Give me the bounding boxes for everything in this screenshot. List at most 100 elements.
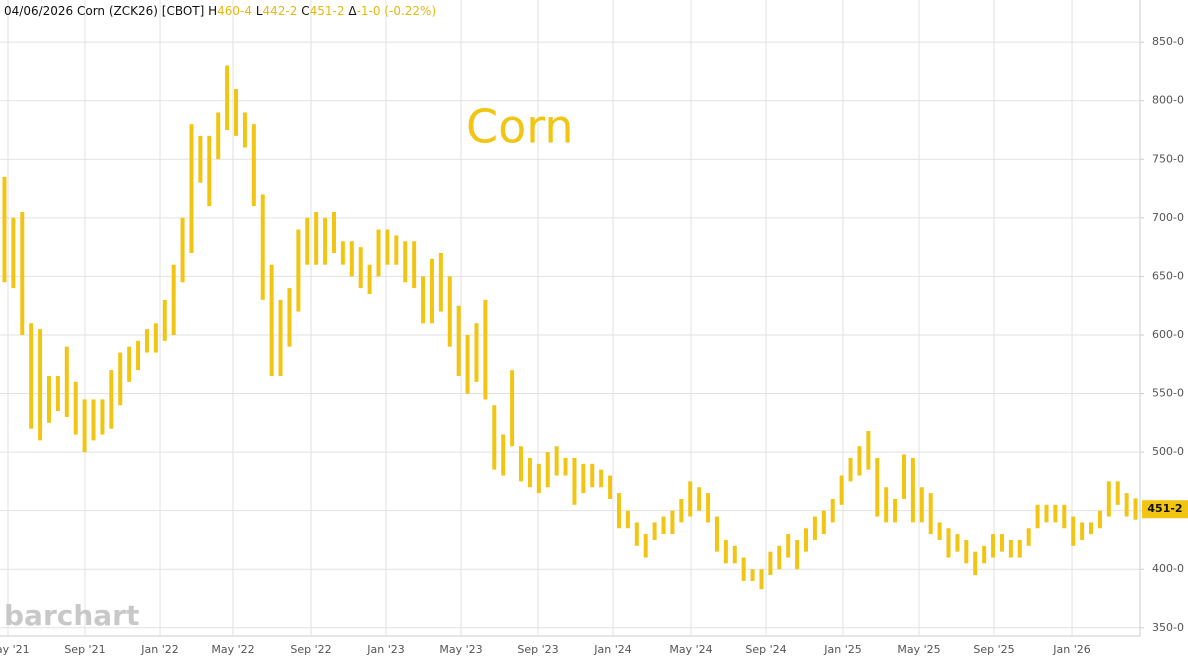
- y-tick-label: 750-0: [1152, 152, 1184, 165]
- price-bar: [118, 352, 123, 406]
- x-tick-label: May '23: [439, 643, 482, 656]
- price-bar: [144, 329, 149, 353]
- y-tick-label: 850-0: [1152, 35, 1184, 48]
- price-bar: [260, 194, 265, 300]
- price-bar: [483, 299, 488, 400]
- price-bar: [474, 323, 479, 382]
- price-bar: [456, 305, 461, 376]
- price-bar: [991, 534, 996, 558]
- x-tick-label: Sep '22: [290, 643, 331, 656]
- price-bar: [857, 446, 862, 476]
- price-bar: [73, 381, 78, 435]
- price-bar: [590, 463, 595, 488]
- price-bar: [946, 528, 951, 558]
- close-prefix: C: [301, 4, 309, 18]
- price-bar: [563, 457, 568, 476]
- last-price-box: [1142, 500, 1188, 519]
- price-bar: [875, 457, 880, 517]
- price-bar: [394, 235, 399, 265]
- price-bar: [714, 516, 719, 552]
- price-bar: [180, 217, 185, 283]
- price-bar: [973, 551, 978, 576]
- price-bar: [1089, 522, 1094, 535]
- price-bar: [331, 212, 336, 253]
- price-bar: [625, 510, 630, 529]
- price-bar: [11, 217, 16, 289]
- price-bar: [1053, 504, 1058, 523]
- price-bar: [750, 569, 755, 581]
- price-bar: [519, 446, 524, 482]
- price-bar: [937, 522, 942, 540]
- price-bar: [901, 454, 906, 499]
- close: 451-2: [310, 4, 345, 18]
- price-bar: [1106, 481, 1111, 517]
- price-bar: [29, 323, 34, 429]
- price-bar: [216, 112, 221, 160]
- price-bar: [1035, 504, 1040, 529]
- price-bar: [768, 551, 773, 576]
- price-bar: [385, 229, 390, 265]
- price-bar: [1017, 539, 1022, 558]
- high: 460-4: [217, 4, 252, 18]
- y-tick-label: 350-0: [1152, 621, 1184, 634]
- header: 04/06/2026 Corn (ZCK26) [CBOT] H460-4 L4…: [4, 4, 436, 18]
- price-bar: [830, 498, 835, 523]
- price-bar: [670, 510, 675, 535]
- price-bar: [447, 276, 452, 347]
- price-bar: [242, 112, 247, 148]
- price-bar: [616, 493, 621, 529]
- price-bar: [999, 534, 1004, 552]
- price-bar: [866, 431, 871, 470]
- price-bar: [527, 457, 532, 488]
- price-bar: [349, 241, 354, 277]
- price-bar: [358, 247, 363, 289]
- price-bar: [127, 346, 132, 382]
- header-title: 04/06/2026 Corn (ZCK26) [CBOT]: [4, 4, 204, 18]
- price-bar: [581, 463, 586, 494]
- logo: barchart: [4, 599, 139, 632]
- price-bar: [688, 481, 693, 517]
- price-bar: [812, 516, 817, 540]
- price-bar: [55, 375, 60, 412]
- price-bar: [501, 434, 506, 476]
- price-bar: [225, 65, 230, 131]
- price-bar: [982, 545, 987, 564]
- x-tick-label: Sep '24: [745, 643, 786, 656]
- price-bar: [839, 475, 844, 505]
- x-tick-label: Jan '25: [823, 643, 861, 656]
- price-bar: [412, 241, 417, 289]
- price-bar: [1097, 510, 1102, 529]
- price-bar: [438, 252, 443, 312]
- y-tick-label: 700-0: [1152, 211, 1184, 224]
- price-bar: [955, 534, 960, 552]
- price-bar: [278, 299, 283, 376]
- price-bar: [189, 124, 194, 253]
- last-price-label: 451-2: [1147, 502, 1182, 515]
- x-tick-label: Sep '23: [517, 643, 558, 656]
- price-bar: [100, 399, 105, 435]
- price-bar: [536, 463, 541, 494]
- price-bar: [964, 539, 969, 564]
- price-bar: [269, 264, 274, 376]
- price-bar: [910, 457, 915, 523]
- price-bar: [1008, 539, 1013, 558]
- price-bar: [162, 299, 167, 341]
- price-bar: [153, 323, 158, 353]
- price-bar: [741, 557, 746, 581]
- price-bar: [706, 493, 711, 523]
- price-bar: [795, 539, 800, 570]
- price-bar: [643, 534, 648, 558]
- price-bar: [1124, 493, 1129, 517]
- price-bar: [661, 516, 666, 535]
- price-bar: [884, 487, 889, 523]
- price-bar: [679, 498, 684, 523]
- x-tick-label: Jan '23: [366, 643, 404, 656]
- price-bar: [545, 452, 550, 488]
- price-bar: [732, 545, 737, 564]
- price-bar: [207, 135, 212, 207]
- watermark: Corn: [466, 100, 574, 154]
- x-tick-label: May '22: [211, 643, 254, 656]
- low: 442-2: [263, 4, 298, 18]
- price-bar: [786, 534, 791, 558]
